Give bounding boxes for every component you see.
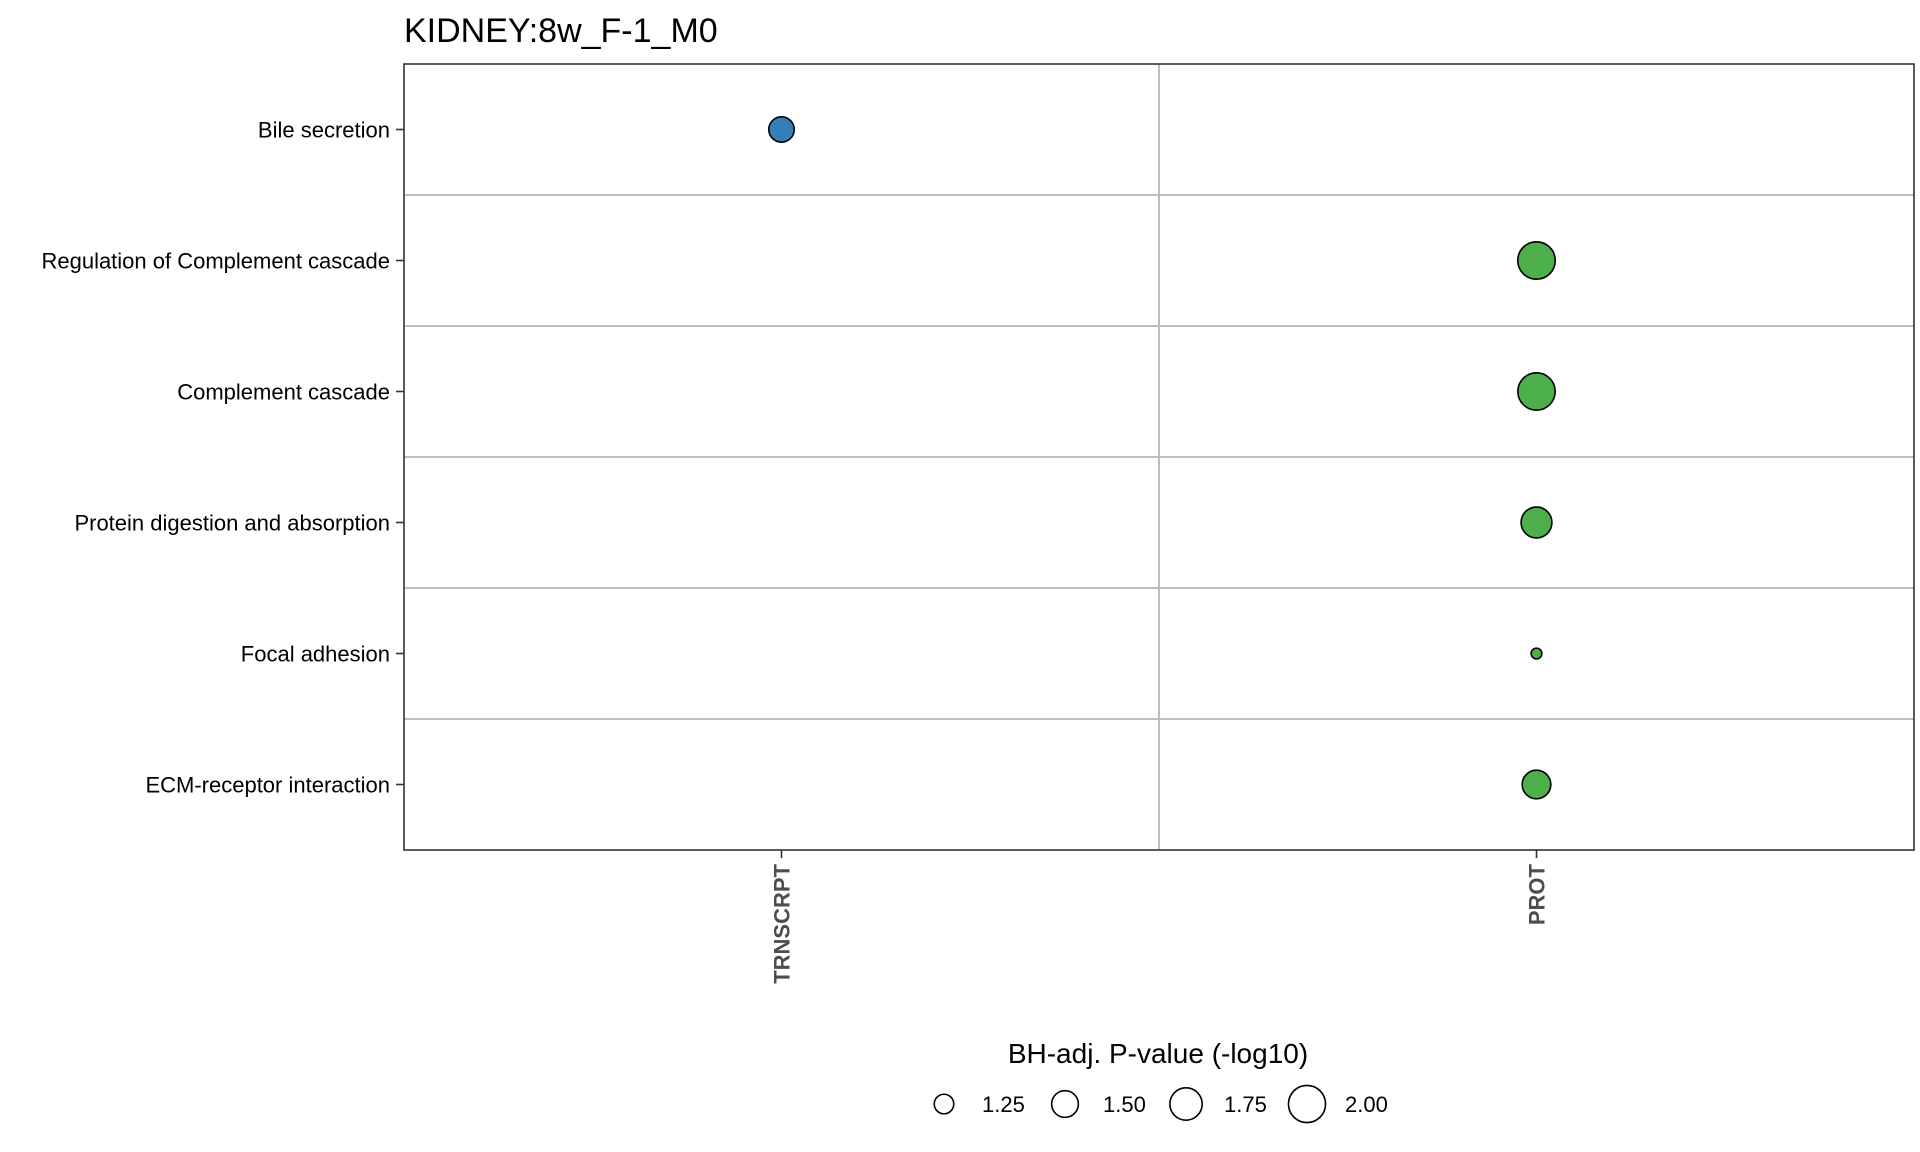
size-legend: BH-adj. P-value (-log10) 1.25 1.50 1.75 2.0… [933,1038,1388,1124]
grid [404,64,1914,850]
data-point [1520,506,1553,539]
y-tick-label: ECM-receptor interaction [145,773,390,798]
x-tick-label: TRNSCRPT [770,863,795,983]
legend-title: BH-adj. P-value (-log10) [1008,1038,1308,1069]
y-tick-label: Bile secretion [258,118,390,143]
panel-border [403,63,1915,851]
chart-title: KIDNEY:8w_F-1_M0 [404,12,718,50]
legend-label: 1.50 [1103,1092,1146,1117]
data-point [1530,647,1543,660]
y-tick-label: Focal adhesion [241,642,390,667]
data-point [1517,372,1556,411]
y-tick-label: Regulation of Complement cascade [41,249,390,274]
data-point [1516,240,1557,281]
points [767,115,1557,800]
y-tick-label: Protein digestion and absorption [74,511,390,536]
legend-key [933,1093,955,1115]
x-tick-label: PROT [1525,863,1550,925]
data-point [1521,769,1552,800]
legend-key [1287,1084,1327,1124]
legend-label: 1.75 [1224,1092,1267,1117]
data-point [767,115,796,144]
legend-key [1169,1087,1203,1121]
y-axis: Bile secretion Regulation of Complement c… [41,118,404,798]
legend-label: 1.25 [982,1092,1025,1117]
legend-label: 2.00 [1345,1092,1388,1117]
x-axis: TRNSCRPT PROT [770,850,1550,984]
y-tick-label: Complement cascade [177,380,390,405]
legend-key [1050,1089,1080,1119]
